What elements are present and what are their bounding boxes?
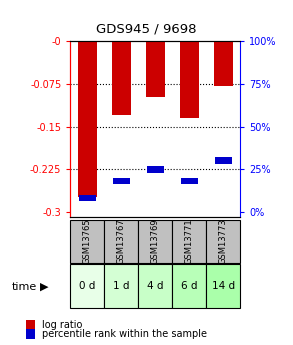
Bar — [147, 166, 164, 172]
Text: ▶: ▶ — [40, 282, 48, 292]
Bar — [215, 157, 232, 164]
Text: log ratio: log ratio — [42, 320, 83, 329]
FancyBboxPatch shape — [70, 264, 104, 308]
Text: GDS945 / 9698: GDS945 / 9698 — [96, 22, 197, 36]
FancyBboxPatch shape — [70, 219, 104, 264]
Text: 1 d: 1 d — [113, 282, 130, 291]
Bar — [112, 41, 131, 115]
Bar — [146, 41, 165, 97]
FancyBboxPatch shape — [104, 264, 138, 308]
Text: GSM13773: GSM13773 — [219, 219, 228, 264]
Bar — [79, 195, 96, 201]
Text: time: time — [12, 282, 37, 292]
Bar — [181, 178, 198, 185]
Bar — [113, 178, 130, 185]
Bar — [180, 41, 199, 118]
Text: GSM13771: GSM13771 — [185, 219, 194, 264]
Text: GSM13769: GSM13769 — [151, 219, 160, 264]
Text: GSM13767: GSM13767 — [117, 219, 126, 264]
Text: 6 d: 6 d — [181, 282, 197, 291]
Bar — [214, 41, 233, 86]
FancyBboxPatch shape — [138, 219, 172, 264]
Text: 0 d: 0 d — [79, 282, 96, 291]
FancyBboxPatch shape — [104, 219, 138, 264]
Text: percentile rank within the sample: percentile rank within the sample — [42, 329, 207, 339]
Bar — [78, 41, 97, 197]
FancyBboxPatch shape — [138, 264, 172, 308]
Text: 14 d: 14 d — [212, 282, 235, 291]
Text: GSM13765: GSM13765 — [83, 219, 92, 264]
FancyBboxPatch shape — [206, 219, 240, 264]
FancyBboxPatch shape — [172, 219, 206, 264]
FancyBboxPatch shape — [206, 264, 240, 308]
FancyBboxPatch shape — [172, 264, 206, 308]
Text: 4 d: 4 d — [147, 282, 163, 291]
